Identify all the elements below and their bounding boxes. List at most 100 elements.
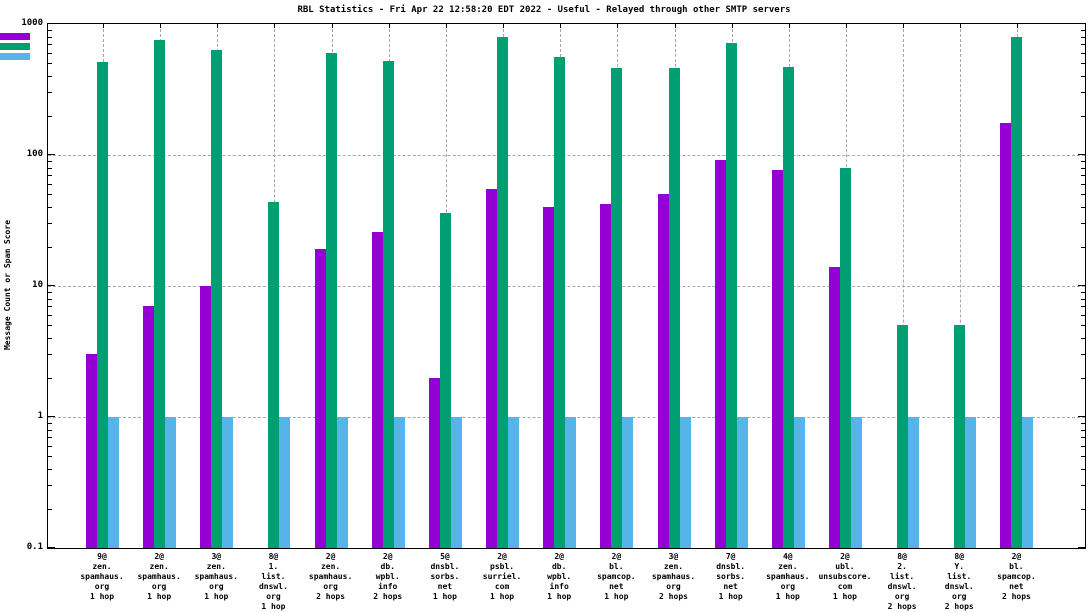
x-top-tick [960, 24, 962, 28]
y-tick-label: 1 [37, 411, 43, 421]
y-minor-tick [48, 76, 52, 78]
y-minor-tick [1081, 207, 1085, 209]
y-minor-tick [1081, 437, 1085, 439]
y-minor-tick [48, 92, 52, 94]
y-minor-tick [48, 485, 52, 487]
y-minor-tick [1081, 315, 1085, 317]
y-minor-tick [48, 207, 52, 209]
bar-not-spam [714, 159, 726, 548]
y-minor-tick [48, 456, 52, 458]
bar-score-0-1 [736, 417, 748, 548]
bar-score-0-1 [793, 417, 805, 548]
x-category-label: 2@ zen. spamhaus. org 1 hop [137, 552, 181, 601]
bar-not-spam [1000, 123, 1012, 548]
y-minor-tick [48, 160, 52, 162]
bar-score-0-1 [908, 417, 920, 548]
y-minor-tick [1081, 325, 1085, 327]
x-top-tick [617, 24, 619, 28]
y-minor-tick [48, 338, 52, 340]
x-category-label: 9@ zen. spamhaus. org 1 hop [80, 552, 124, 601]
y-minor-tick [48, 53, 52, 55]
x-top-tick [674, 24, 676, 28]
x-category-label: 2@ bl. spamcop. net 1 hop [597, 552, 636, 601]
x-top-tick [445, 24, 447, 28]
y-tick-label: 10 [32, 280, 43, 290]
y-minor-tick [1081, 115, 1085, 117]
bar-score-0-1 [222, 417, 234, 548]
bar-spam [439, 213, 451, 548]
h-gridline [48, 155, 1085, 156]
bar-score-0-1 [565, 417, 577, 548]
bar-not-spam [86, 354, 97, 548]
y-minor-tick [48, 63, 52, 65]
legend: Not Spam Spam Score (0..1) [0, 24, 1085, 84]
y-minor-tick [1081, 306, 1085, 308]
legend-swatch-spam [0, 43, 30, 50]
x-top-tick [217, 24, 219, 28]
y-minor-tick [1081, 36, 1085, 38]
x-top-tick [1017, 24, 1019, 28]
bar-spam [611, 68, 623, 548]
y-minor-tick [48, 306, 52, 308]
y-minor-tick [1081, 223, 1085, 225]
bar-not-spam [771, 169, 783, 548]
y-minor-tick [1081, 485, 1085, 487]
bar-spam [268, 201, 280, 548]
bar-spam [325, 53, 337, 548]
y-minor-tick [48, 354, 52, 356]
bar-not-spam [200, 286, 212, 548]
y-minor-tick [1081, 456, 1085, 458]
y-minor-tick [1081, 29, 1085, 31]
bar-not-spam [600, 204, 612, 548]
x-top-tick [103, 24, 104, 28]
y-minor-tick [48, 315, 52, 317]
y-minor-tick [1081, 246, 1085, 248]
y-minor-tick [1081, 44, 1085, 46]
x-category-label: 7@ dnsbl. sorbs. net 1 hop [716, 552, 746, 601]
y-minor-tick [48, 44, 52, 46]
x-top-tick [388, 24, 390, 28]
x-top-tick [731, 24, 733, 28]
y-minor-tick [48, 325, 52, 327]
y-minor-tick [1081, 175, 1085, 177]
y-minor-tick [48, 175, 52, 177]
y-minor-tick [48, 115, 52, 117]
bar-score-0-1 [165, 417, 177, 548]
y-minor-tick [1081, 194, 1085, 196]
y-minor-tick [48, 508, 52, 510]
y-minor-tick [1081, 429, 1085, 431]
y-tick-label: 1000 [21, 18, 43, 28]
y-minor-tick [1081, 354, 1085, 356]
y-major-tick [48, 416, 55, 417]
bar-score-0-1 [336, 417, 348, 548]
y-major-tick [1078, 23, 1085, 24]
bar-not-spam [428, 377, 440, 548]
bar-not-spam [543, 207, 555, 548]
bar-spam [97, 62, 108, 548]
bar-spam [782, 66, 794, 548]
bar-spam [382, 61, 394, 548]
bar-score-0-1 [108, 417, 119, 548]
legend-swatch-not-spam [0, 33, 30, 40]
y-minor-tick [1081, 508, 1085, 510]
y-minor-tick [48, 446, 52, 448]
y-minor-tick [48, 429, 52, 431]
y-major-tick [1078, 416, 1085, 417]
x-category-label: 8@ Y. list. dnswl. org 2 hops [944, 552, 974, 611]
bar-score-0-1 [850, 417, 862, 548]
x-category-label: 2@ bl. spamcop. net 2 hops [997, 552, 1036, 601]
y-minor-tick [1081, 298, 1085, 300]
y-minor-tick [48, 194, 52, 196]
x-top-tick [560, 24, 562, 28]
y-minor-tick [48, 437, 52, 439]
x-top-tick [903, 24, 905, 28]
bar-spam [954, 325, 966, 548]
bar-spam [1011, 36, 1023, 548]
y-minor-tick [48, 377, 52, 379]
bar-not-spam [371, 231, 383, 548]
y-minor-tick [1081, 377, 1085, 379]
y-minor-tick [1081, 291, 1085, 293]
y-major-tick [48, 23, 55, 24]
y-minor-tick [1081, 53, 1085, 55]
